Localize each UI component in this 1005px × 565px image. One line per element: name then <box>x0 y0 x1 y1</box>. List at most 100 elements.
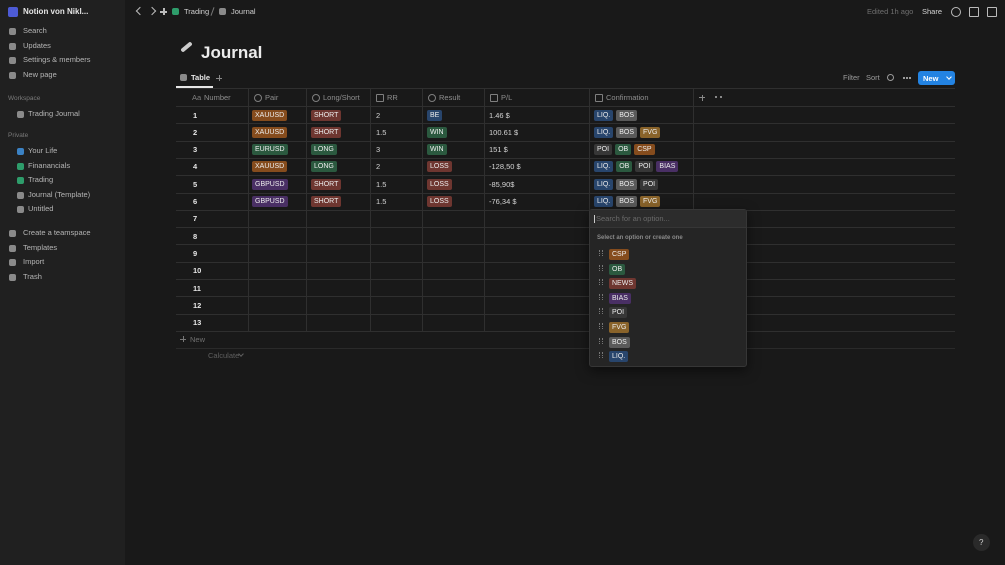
tag[interactable]: SHORT <box>311 126 342 138</box>
tag[interactable]: CSP <box>609 249 630 260</box>
sidebar-item[interactable]: Settings & members <box>23 55 91 65</box>
sidebar-page[interactable]: Journal (Template) <box>28 189 91 199</box>
sidebar-page[interactable]: Trading Journal <box>28 109 80 118</box>
sidebar-item[interactable]: Updates <box>23 40 51 50</box>
row-number[interactable]: 1 <box>193 110 198 120</box>
row-number[interactable]: 7 <box>193 214 198 224</box>
filter-button[interactable]: Filter <box>843 73 860 82</box>
row-number[interactable]: 9 <box>193 248 198 258</box>
sidebar-item[interactable]: Templates <box>23 242 58 252</box>
column-more[interactable] <box>715 96 722 98</box>
cell-pl[interactable]: 100.61 $ <box>489 127 519 137</box>
cell-pl[interactable]: -128,50 $ <box>489 162 521 172</box>
cell-rr[interactable]: 2 <box>376 162 381 172</box>
drag-handle[interactable] <box>599 293 603 300</box>
breadcrumb[interactable]: Journal <box>231 7 256 16</box>
calculate[interactable]: Calculate <box>208 350 240 360</box>
tag[interactable]: POI <box>640 178 659 190</box>
tag[interactable]: WIN <box>427 126 447 138</box>
tag[interactable]: BOS <box>616 126 638 138</box>
cell-pl[interactable]: -85,90$ <box>489 179 515 189</box>
search-input[interactable]: Search for an option... <box>594 214 670 223</box>
workspace-logo[interactable] <box>8 7 18 17</box>
tag[interactable]: SHORT <box>311 109 342 121</box>
tag[interactable]: FVG <box>640 196 661 207</box>
tag[interactable]: POI <box>594 144 613 156</box>
help-button[interactable]: ? <box>973 534 990 551</box>
tag[interactable]: LOSS <box>427 161 452 173</box>
row-number[interactable]: 10 <box>193 266 202 276</box>
column-header[interactable]: Long/Short <box>323 93 360 102</box>
add-button-v[interactable] <box>163 8 165 15</box>
tag[interactable]: CSP <box>634 144 655 156</box>
sidebar-item[interactable]: Import <box>23 257 45 267</box>
column-header[interactable]: P/L <box>501 93 513 102</box>
top-icon[interactable] <box>951 7 961 17</box>
drag-handle[interactable] <box>599 323 603 329</box>
new-button[interactable]: New <box>918 71 955 85</box>
tag[interactable]: BOS <box>616 178 638 190</box>
drag-handle[interactable] <box>599 352 603 359</box>
tag[interactable]: LOSS <box>427 196 452 207</box>
tag[interactable]: XAUUSD <box>252 126 288 138</box>
tag[interactable]: OB <box>615 144 632 156</box>
tag[interactable]: NEWS <box>609 278 636 290</box>
sidebar-item[interactable]: Create a teamspace <box>23 228 91 237</box>
tag[interactable]: BIAS <box>609 292 631 304</box>
tag[interactable]: POI <box>635 161 654 173</box>
cell-pl[interactable]: 151 $ <box>489 145 508 155</box>
column-header[interactable]: Pair <box>265 93 279 102</box>
add-view-v[interactable] <box>218 75 220 81</box>
tag[interactable]: FVG <box>640 126 661 138</box>
new-row-plus-v[interactable] <box>182 336 184 343</box>
more-button[interactable] <box>903 77 911 81</box>
tag[interactable]: POI <box>609 307 628 319</box>
sidebar-item[interactable]: New page <box>23 70 57 80</box>
add-column-v[interactable] <box>701 94 703 101</box>
row-number[interactable]: 11 <box>193 283 201 293</box>
row-number[interactable]: 4 <box>193 162 198 172</box>
tag[interactable]: GBPUSD <box>252 178 288 190</box>
tag[interactable]: FVG <box>609 322 630 333</box>
tag[interactable]: BE <box>427 109 443 121</box>
cell-pl[interactable]: 1.46 $ <box>489 110 510 120</box>
share-button[interactable]: Share <box>922 7 943 16</box>
new-row[interactable]: New <box>190 334 206 344</box>
cell-rr[interactable]: 1.5 <box>376 127 387 137</box>
tag[interactable]: BOS <box>616 196 638 207</box>
view-tab[interactable]: Table <box>191 73 211 82</box>
sort-button[interactable]: Sort <box>866 73 880 82</box>
help-label[interactable]: ? <box>979 537 984 547</box>
tag[interactable]: LIQ. <box>609 351 629 363</box>
breadcrumb[interactable]: Trading <box>184 7 210 16</box>
column-header[interactable]: Result <box>439 93 461 102</box>
cell-rr[interactable]: 1.5 <box>376 197 387 206</box>
new-button-chevron[interactable] <box>946 74 952 80</box>
tag[interactable]: LOSS <box>427 178 452 190</box>
tag[interactable]: GBPUSD <box>252 196 288 207</box>
workspace-name[interactable]: Notion von Nikl... <box>23 7 89 16</box>
row-number[interactable]: 13 <box>193 318 202 328</box>
drag-handle[interactable] <box>599 308 603 315</box>
tag[interactable]: EURUSD <box>252 144 288 156</box>
tag[interactable]: BOS <box>609 336 630 348</box>
drag-handle[interactable] <box>599 279 603 286</box>
column-header[interactable]: Number <box>204 93 231 102</box>
cell-pl[interactable]: -76,34 $ <box>489 197 517 206</box>
row-number[interactable]: 6 <box>193 197 198 206</box>
column-header[interactable]: RR <box>387 93 398 102</box>
new-button-label[interactable]: New <box>923 73 939 83</box>
sidebar-page[interactable]: Finanancials <box>28 160 71 170</box>
row-number[interactable]: 2 <box>193 127 198 137</box>
cell-rr[interactable]: 2 <box>376 110 381 120</box>
cell-rr[interactable]: 1.5 <box>376 179 387 189</box>
tag[interactable]: LIQ. <box>594 178 614 190</box>
drag-handle[interactable] <box>599 264 603 271</box>
tag[interactable]: SHORT <box>311 196 342 207</box>
tag[interactable]: BOS <box>616 109 638 121</box>
tag[interactable]: LIQ. <box>594 161 614 173</box>
drag-handle[interactable] <box>599 250 603 256</box>
search-button[interactable] <box>887 74 894 81</box>
column-header[interactable]: Confirmation <box>606 93 649 102</box>
row-number[interactable]: 8 <box>193 231 198 241</box>
